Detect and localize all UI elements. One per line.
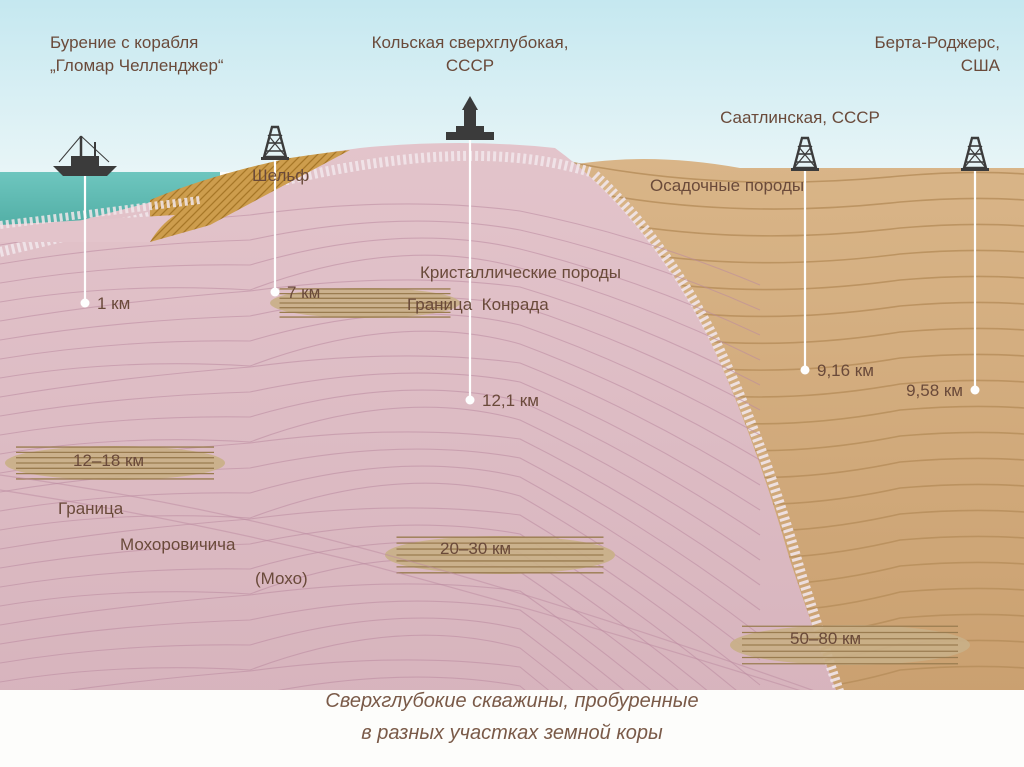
caption: Сверхглубокие скважины, пробуренные в ра… (325, 685, 698, 749)
caption-line1: Сверхглубокие скважины, пробуренные (325, 685, 698, 717)
layer-label-3: Граница Конрада (407, 294, 549, 317)
depth-label-shelf: 7 км (287, 282, 320, 305)
layer-label-0: Шельф (252, 165, 309, 188)
layer-label-1: Осадочные породы (650, 175, 804, 198)
depth-label-glomar: 1 км (97, 293, 130, 316)
layer-label-4: 12–18 км (73, 450, 144, 473)
rig-title-glomar: Бурение с корабля„Гломар Челленджер“ (50, 32, 224, 78)
caption-line2: в разных участках земной коры (325, 717, 698, 749)
layer-label-7: Граница (58, 498, 123, 521)
depth-label-saatly: 9,16 км (817, 360, 874, 383)
layer-label-9: (Мохо) (255, 568, 308, 591)
layer-label-8: Мохоровичича (120, 534, 235, 557)
layer-label-2: Кристаллические породы (420, 262, 621, 285)
layer-label-5: 20–30 км (440, 538, 511, 561)
rig-title-kola: Кольская сверхглубокая,СССР (372, 32, 569, 78)
rig-title-saatly: Саатлинская, СССР (720, 107, 880, 130)
layer-label-6: 50–80 км (790, 628, 861, 651)
depth-label-bertha: 9,58 км (906, 380, 963, 403)
rig-title-bertha: Берта-Роджерс,США (875, 32, 1001, 78)
depth-label-kola: 12,1 км (482, 390, 539, 413)
